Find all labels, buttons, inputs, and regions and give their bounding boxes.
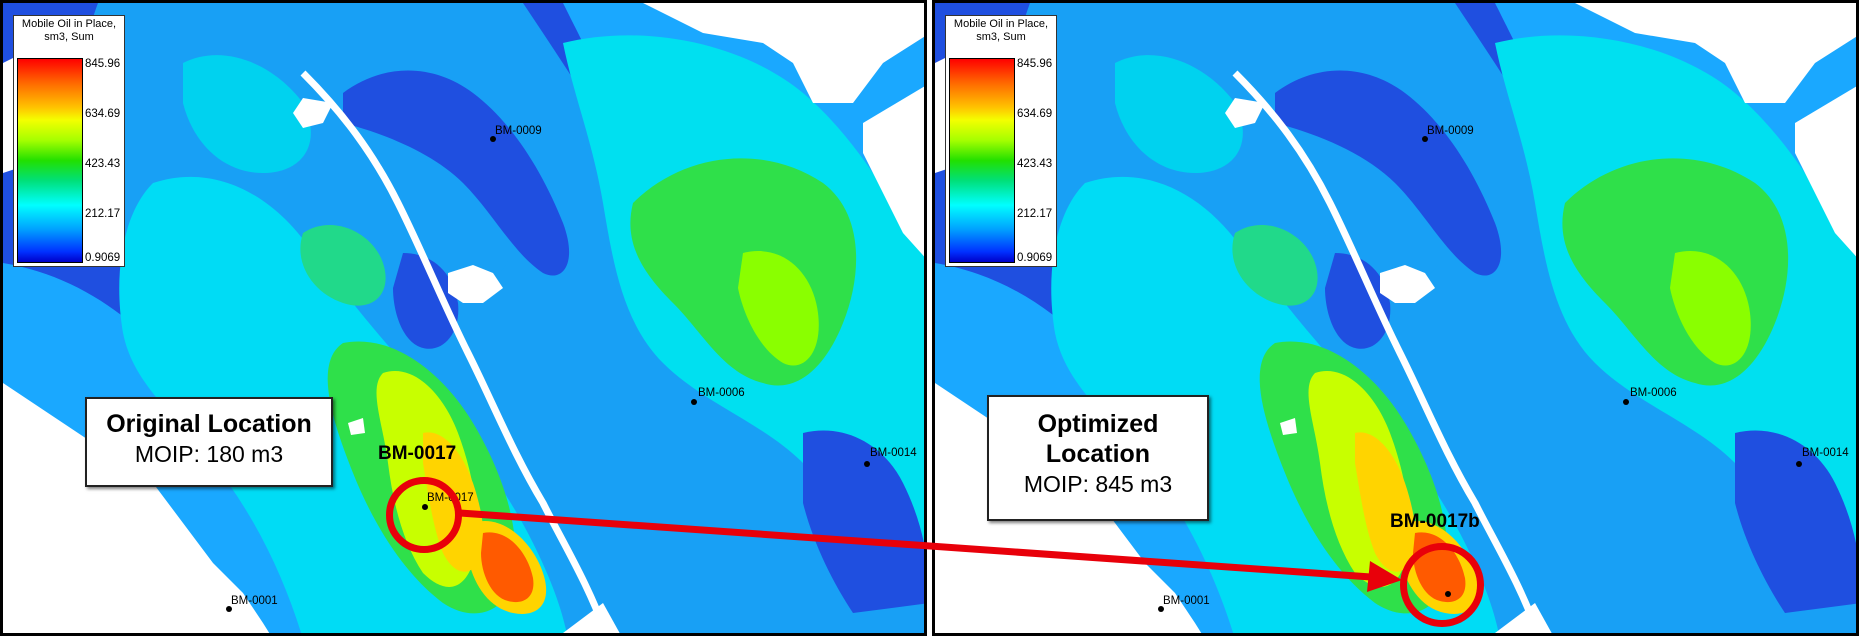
- callout-moip-value: MOIP: 845 m3: [1023, 471, 1173, 497]
- legend-colorbar: [949, 58, 1015, 263]
- legend-tick-2: 634.69: [85, 108, 121, 120]
- original-location-ring: [386, 477, 462, 553]
- callout-moip-value: MOIP: 180 m3: [134, 441, 284, 467]
- legend-title-line2: sm3, Sum: [44, 31, 94, 43]
- optimized-well-label: BM-0017b: [1390, 511, 1480, 532]
- well-marker: [490, 136, 496, 142]
- original-location-callout: Original Location MOIP: 180 m3: [85, 397, 333, 487]
- original-well-label: BM-0017: [378, 443, 457, 464]
- well-marker: [691, 399, 697, 405]
- left-map-panel: Mobile Oil in Place, sm3, Sum 845.96 634…: [0, 0, 927, 636]
- optimized-location-ring: [1400, 543, 1484, 627]
- well-label-bm0009: BM-0009: [1427, 125, 1474, 137]
- well-label-bm0014: BM-0014: [1802, 447, 1849, 459]
- legend-tick-3: 423.43: [1017, 158, 1053, 170]
- legend-tick-2: 634.69: [1017, 108, 1053, 120]
- legend-tick-4: 212.17: [1017, 208, 1053, 220]
- well-marker: [1158, 606, 1164, 612]
- well-marker: [1422, 136, 1428, 142]
- well-label-bm0006: BM-0006: [698, 387, 745, 399]
- legend-title: Mobile Oil in Place, sm3, Sum: [14, 16, 124, 44]
- legend-title-line2: sm3, Sum: [976, 31, 1026, 43]
- well-marker: [226, 606, 232, 612]
- legend-tick-max: 845.96: [85, 58, 121, 70]
- right-legend: Mobile Oil in Place, sm3, Sum 845.96 634…: [945, 15, 1057, 267]
- legend-title: Mobile Oil in Place, sm3, Sum: [946, 16, 1056, 44]
- right-moip-map: [935, 3, 1859, 636]
- legend-tick-min: 0.9069: [1017, 252, 1053, 264]
- well-label-bm0014: BM-0014: [870, 447, 917, 459]
- callout-title-line2: Location: [1045, 440, 1151, 468]
- well-marker: [1623, 399, 1629, 405]
- legend-title-line1: Mobile Oil in Place,: [953, 18, 1049, 30]
- callout-title-line1: Optimized: [1037, 410, 1159, 438]
- legend-tick-4: 212.17: [85, 208, 121, 220]
- well-marker: [1796, 461, 1802, 467]
- well-marker: [864, 461, 870, 467]
- well-label-bm0001: BM-0001: [231, 595, 278, 607]
- legend-tick-max: 845.96: [1017, 58, 1053, 70]
- legend-colorbar: [17, 58, 83, 263]
- legend-tick-min: 0.9069: [85, 252, 121, 264]
- optimized-location-callout: Optimized Location MOIP: 845 m3: [987, 395, 1209, 521]
- right-map-panel: Mobile Oil in Place, sm3, Sum 845.96 634…: [932, 0, 1859, 636]
- well-label-bm0009: BM-0009: [495, 125, 542, 137]
- left-moip-map: [3, 3, 927, 636]
- left-legend: Mobile Oil in Place, sm3, Sum 845.96 634…: [13, 15, 125, 267]
- well-label-bm0001: BM-0001: [1163, 595, 1210, 607]
- legend-title-line1: Mobile Oil in Place,: [21, 18, 117, 30]
- callout-title: Original Location: [106, 410, 312, 438]
- well-label-bm0006: BM-0006: [1630, 387, 1677, 399]
- legend-tick-3: 423.43: [85, 158, 121, 170]
